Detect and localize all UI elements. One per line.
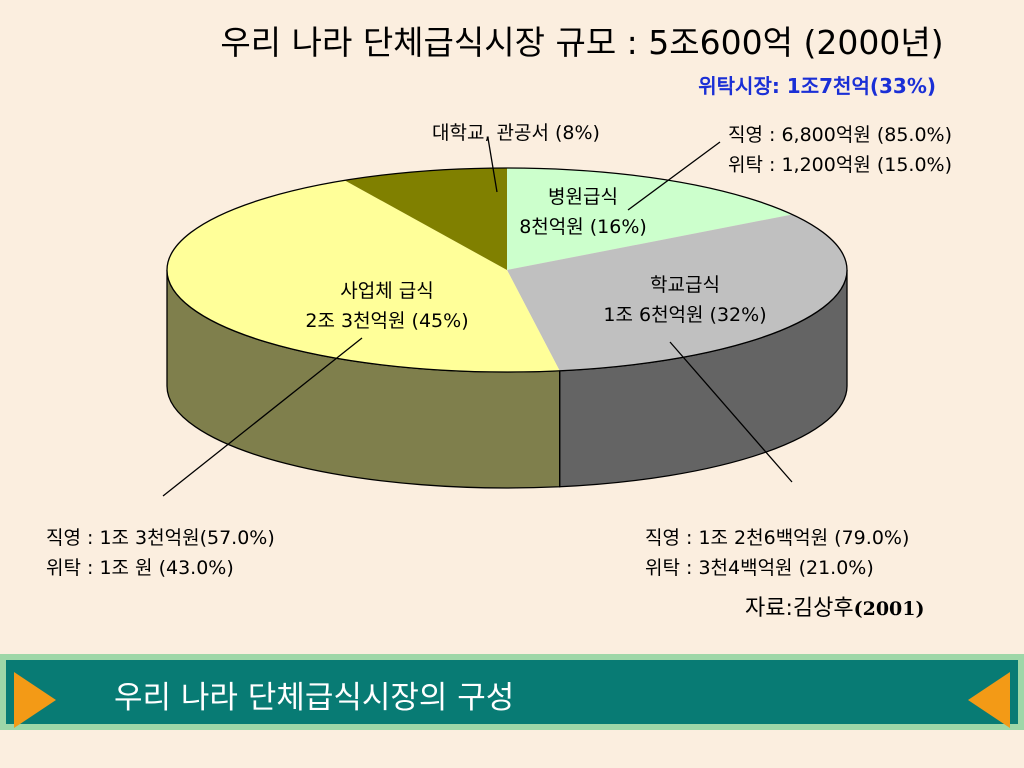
leader-hospital [627, 141, 721, 211]
annotation-school-line2: 위탁 : 3천4백억원 (21.0%) [645, 557, 874, 579]
label-business-name: 사업체 급식 [340, 280, 434, 302]
pie-slice-0 [507, 168, 793, 270]
label-school: 학교급식 1조 6천억원 (32%) [580, 270, 790, 330]
label-business: 사업체 급식 2조 3천억원 (45%) [282, 276, 492, 336]
label-school-name: 학교급식 [650, 274, 720, 296]
source-year: (2001) [853, 598, 925, 620]
leader-school [669, 341, 793, 483]
play-left-icon[interactable] [968, 672, 1010, 728]
annotation-hospital-line2: 위탁 : 1,200억원 (15.0%) [728, 154, 953, 176]
annotation-hospital: 직영 : 6,800억원 (85.0%) 위탁 : 1,200억원 (15.0%… [728, 120, 952, 180]
label-hospital: 병원급식 8천억원 (16%) [498, 182, 668, 242]
page-title: 우리 나라 단체급식시장 규모 : 5조600억 (2000년) [220, 23, 944, 62]
annotation-business-line1: 직영 : 1조 3천억원(57.0%) [46, 527, 275, 549]
label-school-value: 1조 6천억원 (32%) [603, 304, 767, 326]
leader-business [162, 337, 363, 497]
play-right-icon[interactable] [14, 672, 56, 728]
label-univ: 대학교, 관공서 (8%) [432, 122, 600, 144]
pie-top-outline [166, 167, 848, 373]
annotation-hospital-line1: 직영 : 6,800억원 (85.0%) [728, 124, 953, 146]
annotation-business-line2: 위탁 : 1조 원 (43.0%) [46, 557, 234, 579]
source-label: 자료:김상후 [745, 596, 854, 621]
annotation-school-line1: 직영 : 1조 2천6백억원 (79.0%) [645, 527, 910, 549]
annotation-school: 직영 : 1조 2천6백억원 (79.0%) 위탁 : 3천4백억원 (21.0… [645, 523, 909, 583]
banner-title: 우리 나라 단체급식시장의 구성 [114, 680, 515, 716]
leader-univ [487, 137, 498, 193]
label-business-value: 2조 3천억원 (45%) [305, 310, 469, 332]
source-note: 자료:김상후(2001) [745, 590, 925, 622]
pie-slice-1 [507, 214, 847, 371]
pie-slice-2 [167, 180, 560, 372]
bottom-banner: 우리 나라 단체급식시장의 구성 [0, 654, 1024, 730]
subtitle: 위탁시장: 1조7천억(33%) [698, 74, 936, 98]
label-hospital-name: 병원급식 [548, 186, 618, 208]
annotation-business: 직영 : 1조 3천억원(57.0%) 위탁 : 1조 원 (43.0%) [46, 523, 275, 583]
label-hospital-value: 8천억원 (16%) [519, 216, 647, 238]
pie-slice-3 [344, 168, 507, 270]
banner-panel: 우리 나라 단체급식시장의 구성 [6, 660, 1018, 728]
